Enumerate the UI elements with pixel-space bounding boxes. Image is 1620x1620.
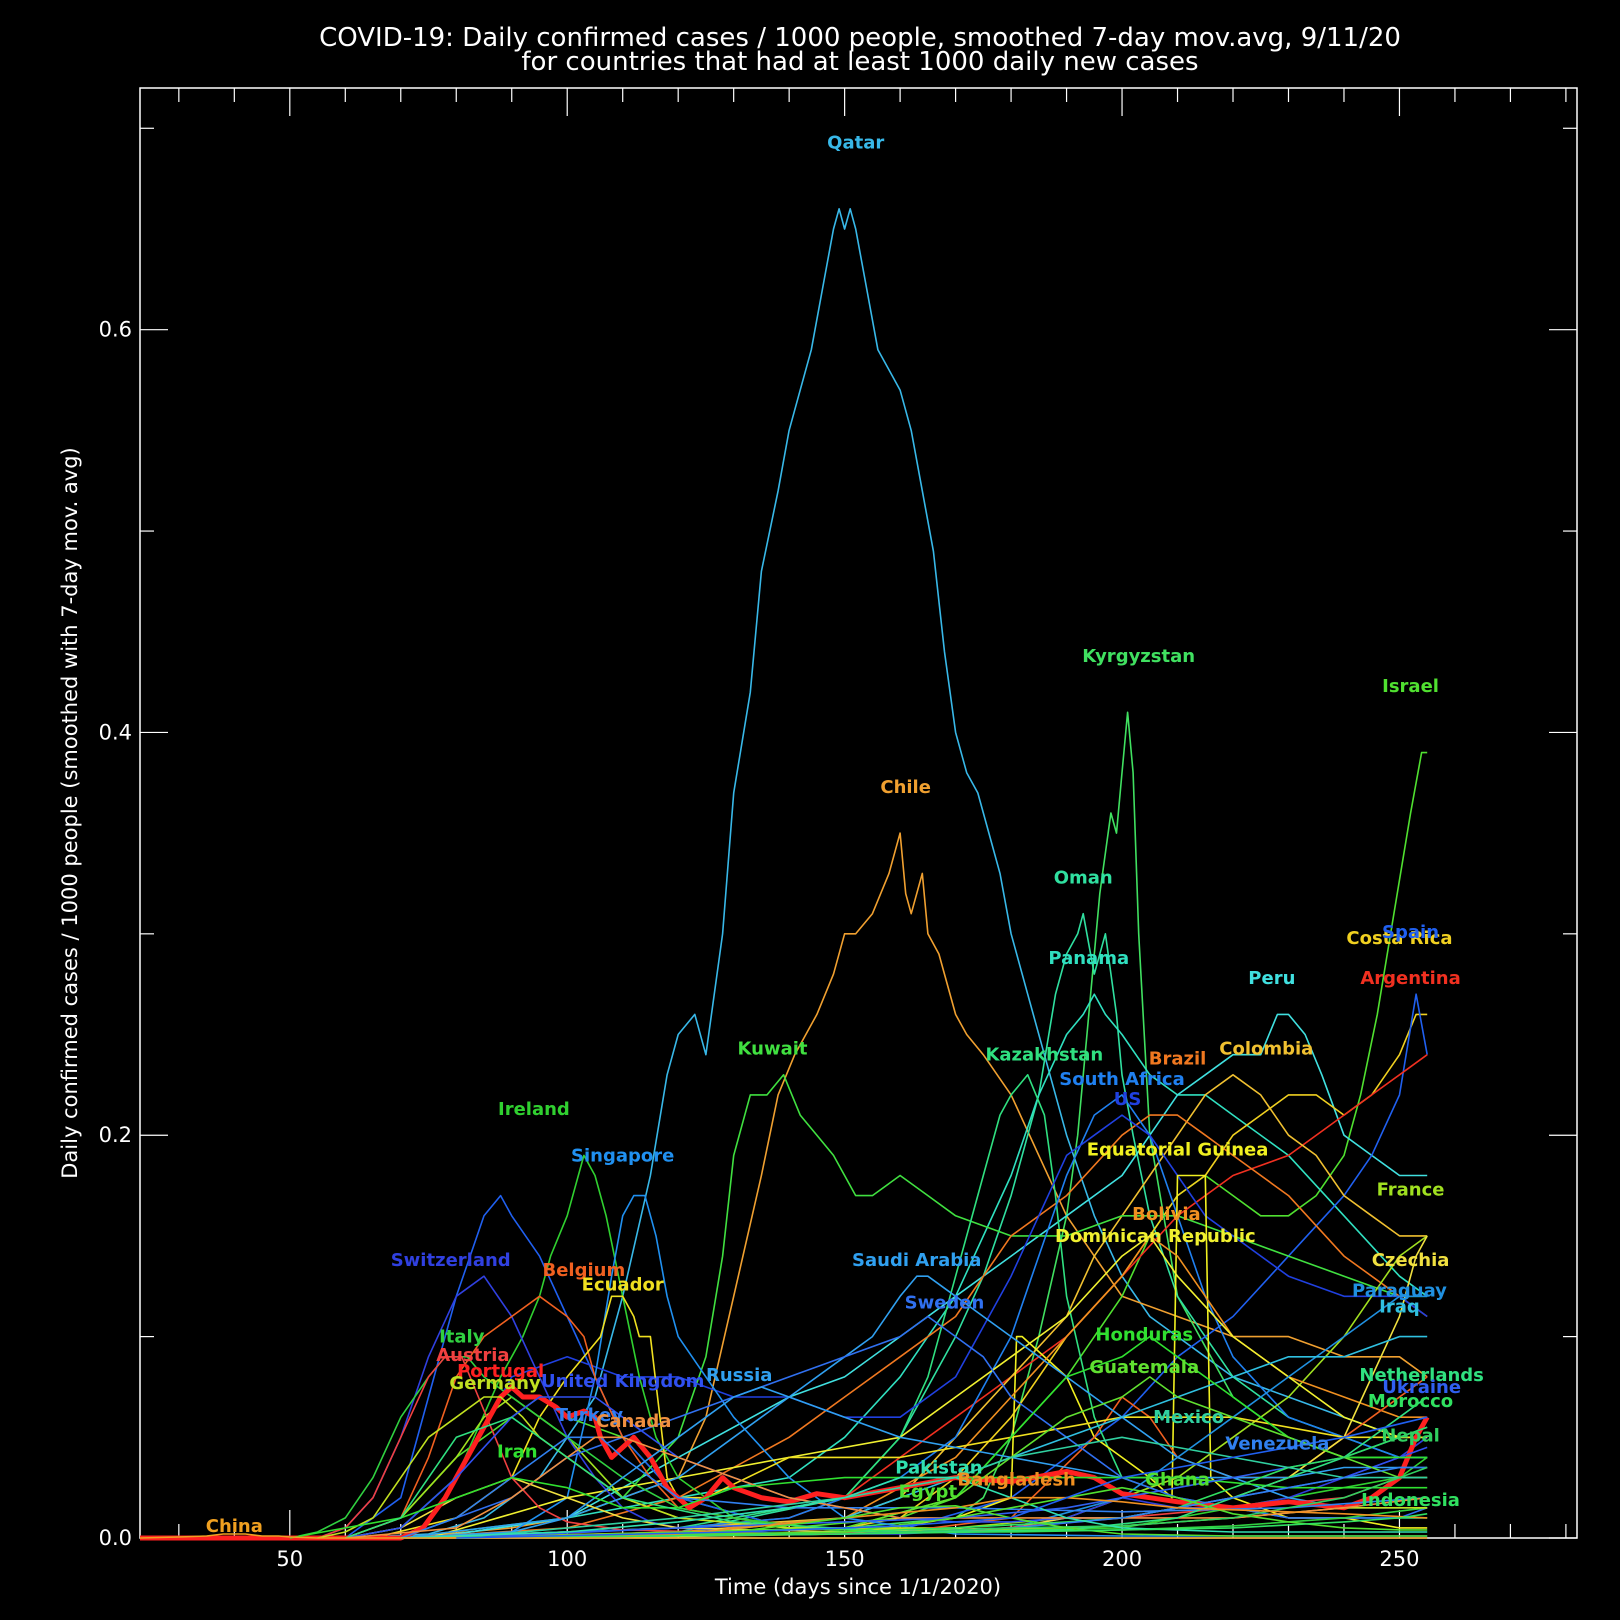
chart-subtitle: for countries that had at least 1000 dai… [521,47,1198,77]
x-tick-label: 250 [1379,1547,1419,1571]
series-label-canada: Canada [596,1411,671,1432]
series-label-israel: Israel [1382,676,1439,697]
series-label-spain: Spain [1382,922,1439,943]
series-line-iran [289,1476,1428,1539]
series-line-nepal [456,1466,1428,1539]
series-label-chile: Chile [880,777,931,798]
series-line-indonesia [456,1513,1428,1539]
series-label-costa-rica: Costa Rica [1346,928,1452,949]
series-label-guatemala: Guatemala [1089,1357,1199,1378]
series-label-oman: Oman [1054,867,1113,888]
y-axis-label: Daily confirmed cases / 1000 people (smo… [58,447,82,1179]
series-label-kyrgyzstan: Kyrgyzstan [1082,646,1195,667]
series-label-ghana: Ghana [1145,1470,1210,1491]
series-label-iraq: Iraq [1379,1296,1420,1317]
series-line-brazil [400,1114,1428,1539]
series-label-morocco: Morocco [1368,1391,1453,1412]
series-line-dominican-republic [428,1235,1428,1539]
series-line-peru [428,1013,1428,1539]
series-label-bolivia: Bolivia [1132,1204,1200,1225]
series-line-turkey [400,1436,1428,1539]
series-label-saudi-arabia: Saudi Arabia [852,1250,981,1271]
x-tick-label: 200 [1102,1547,1142,1571]
series-line-iraq [456,1335,1428,1539]
series-label-equatorial-guinea: Equatorial Guinea [1087,1139,1269,1160]
series-label-ecuador: Ecuador [582,1274,664,1295]
series-line-ghana [456,1486,1428,1539]
series-line-pakistan [400,1476,1428,1539]
series-label-indonesia: Indonesia [1361,1490,1460,1511]
series-label-honduras: Honduras [1095,1325,1193,1346]
series-line-russia [400,1386,1428,1539]
series-label-brazil: Brazil [1149,1049,1207,1070]
series-label-switzerland: Switzerland [391,1250,511,1271]
chart-title: COVID-19: Daily confirmed cases / 1000 p… [319,23,1401,53]
series-line-qatar [345,208,1428,1539]
series-label-austria: Austria [436,1345,509,1366]
series-label-nepal: Nepal [1381,1425,1439,1446]
series-label-netherlands: Netherlands [1359,1365,1484,1386]
series-label-argentina: Argentina [1360,968,1460,989]
series-label-egypt: Egypt [899,1482,958,1503]
series-label-czechia: Czechia [1372,1250,1450,1271]
series-label-italy: Italy [439,1327,485,1348]
series-label-portugal: Portugal [457,1361,544,1382]
series-label-united-kingdom: United Kingdom [541,1371,704,1392]
series-line-kuwait [400,1074,1428,1539]
series-label-ukraine: Ukraine [1382,1377,1461,1398]
axis-tick-labels: 50 100 150 200 250 0.0 0.2 0.4 0.6 [99,318,1420,1571]
series-label-france: France [1377,1180,1445,1201]
series-label-sweden: Sweden [905,1292,985,1313]
series-lines [139,208,1430,1541]
series-label-us: US [1114,1089,1142,1110]
series-label-panama: Panama [1048,948,1129,969]
series-label-singapore: Singapore [571,1145,674,1166]
series-label-venezuela: Venezuela [1225,1433,1329,1454]
series-label-kuwait: Kuwait [738,1039,808,1060]
series-line-chile [400,832,1428,1539]
series-label-south-africa: South Africa [1059,1069,1184,1090]
y-tick-label: 0.0 [99,1526,132,1550]
series-label-china: China [206,1516,263,1537]
series-label-germany: Germany [449,1373,541,1394]
series-label-belgium: Belgium [542,1260,625,1281]
series-label-colombia: Colombia [1219,1039,1313,1060]
x-tick-label: 100 [547,1547,587,1571]
x-tick-label: 50 [276,1547,303,1571]
series-label-russia: Russia [706,1365,772,1386]
series-line-portugal [140,1384,1430,1541]
series-label-ireland: Ireland [498,1099,570,1120]
y-tick-label: 0.6 [99,318,132,342]
series-line-oman [456,912,1428,1539]
series-line-china [139,1533,1428,1539]
x-axis-label: Time (days since 1/1/2020) [714,1575,1001,1599]
series-label-peru: Peru [1248,968,1295,989]
series-label-qatar: Qatar [827,132,884,153]
series-label-turkey: Turkey [556,1405,624,1426]
series-label-bangladesh: Bangladesh [957,1470,1076,1491]
series-labels: Qatar Chile Kyrgyzstan Israel Oman Panama Peru… [206,132,1484,1537]
series-label-dominican-republic: Dominican Republic [1055,1226,1256,1247]
series-line-india [456,1416,1428,1539]
series-label-paraguay: Paraguay [1352,1280,1447,1301]
series-label-kazakhstan: Kazakhstan [985,1045,1103,1066]
series-label-iran: Iran [497,1441,538,1462]
series-label-pakistan: Pakistan [895,1458,982,1479]
x-tick-label: 150 [825,1547,865,1571]
series-label-mexico: Mexico [1153,1407,1224,1428]
series-line-ireland [345,1154,1428,1539]
y-tick-label: 0.2 [99,1123,132,1147]
series-line-us [345,1114,1428,1539]
y-tick-label: 0.4 [99,720,132,744]
